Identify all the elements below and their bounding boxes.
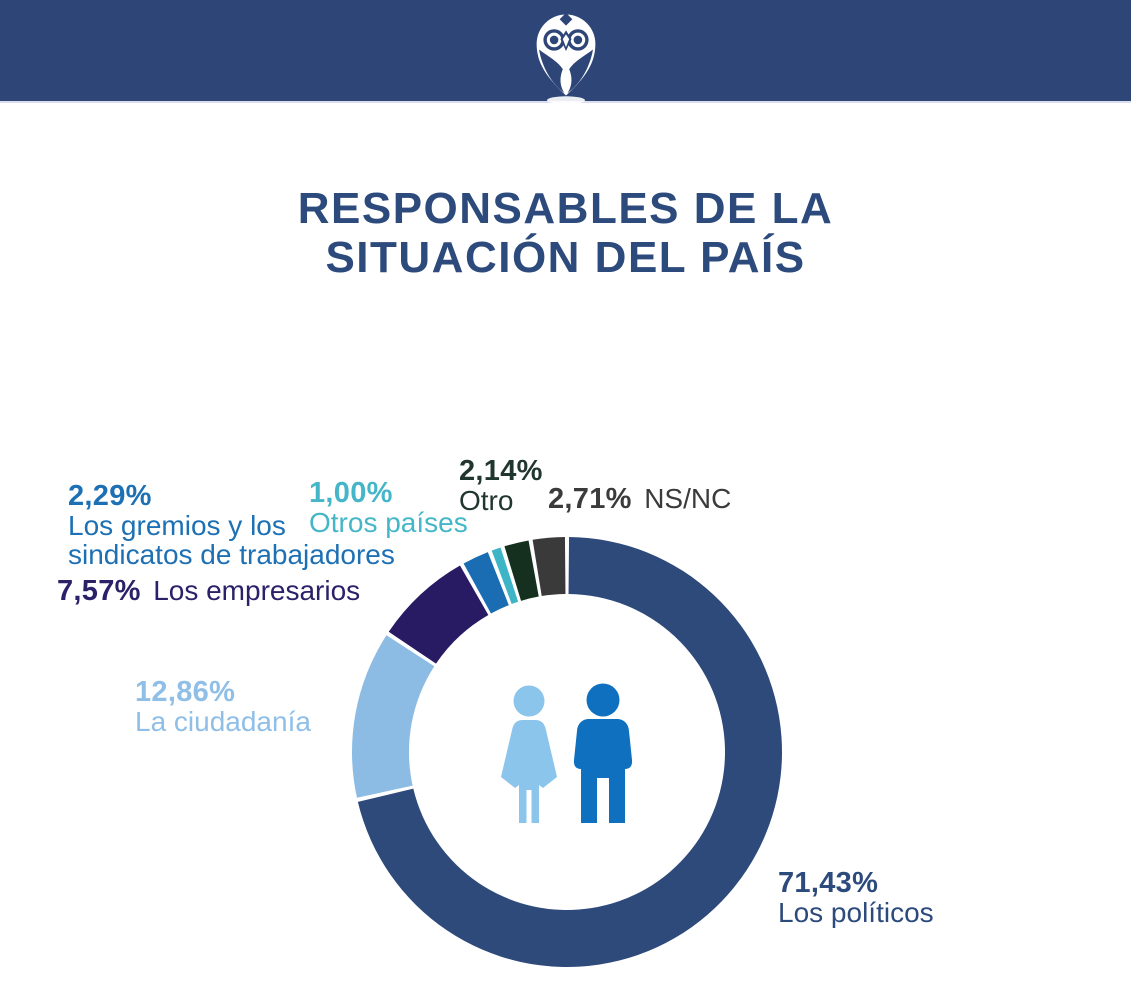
callout-otro: 2,14% Otro xyxy=(459,457,543,515)
man-icon xyxy=(573,683,633,823)
man-woman-pictogram xyxy=(501,683,633,823)
donut-segment-otro xyxy=(504,540,539,601)
callout-gremios-pct: 2,29% xyxy=(68,480,152,512)
page-title: RESPONSABLES DE LA SITUACIÓN DEL PAÍS xyxy=(0,184,1131,282)
callout-politicos: 71,43% Los políticos xyxy=(778,869,934,927)
woman-icon xyxy=(501,685,557,823)
page-title-line1: RESPONSABLES DE LA xyxy=(297,184,834,234)
callout-empresarios-pct: 7,57% xyxy=(57,575,141,607)
donut-segment-otros_paises xyxy=(491,547,519,605)
callout-nsnc-label: NS/NC xyxy=(644,483,732,514)
page-title-line2: SITUACIÓN DEL PAÍS xyxy=(325,233,806,283)
donut-chart xyxy=(352,537,782,968)
header-bar xyxy=(0,0,1131,104)
callout-ciudadania-pct: 12,86% xyxy=(135,676,236,708)
callout-otro-pct: 2,14% xyxy=(459,455,543,487)
callout-gremios-label-line2: sindicatos de trabajadores xyxy=(68,539,395,570)
callout-gremios: 2,29% Los gremios y los sindicatos de tr… xyxy=(68,482,395,569)
donut-segment-gremios xyxy=(463,552,509,614)
callout-empresarios-label: Los empresarios xyxy=(153,575,361,606)
callout-gremios-label-line1: Los gremios y los xyxy=(68,510,286,541)
callout-nsnc-pct: 2,71% xyxy=(548,483,632,515)
callout-otros-paises-label: Otros países xyxy=(309,507,468,538)
callout-ciudadania-label: La ciudadanía xyxy=(135,706,311,737)
callout-otros-paises-pct: 1,00% xyxy=(309,477,393,509)
owl-logo-icon xyxy=(536,12,595,104)
callout-empresarios: 7,57% Los empresarios xyxy=(57,577,360,606)
callout-nsnc: 2,71% NS/NC xyxy=(548,485,731,514)
donut-segment-ciudadania xyxy=(352,635,435,798)
callout-ciudadania: 12,86% La ciudadanía xyxy=(135,678,311,736)
callout-otros-paises: 1,00% Otros países xyxy=(309,479,468,537)
callout-otro-label: Otro xyxy=(459,485,514,516)
donut-segment-empresarios xyxy=(388,565,489,664)
donut-segment-nsnc xyxy=(532,537,566,597)
callout-politicos-label: Los políticos xyxy=(778,897,934,928)
callout-politicos-pct: 71,43% xyxy=(778,867,879,899)
